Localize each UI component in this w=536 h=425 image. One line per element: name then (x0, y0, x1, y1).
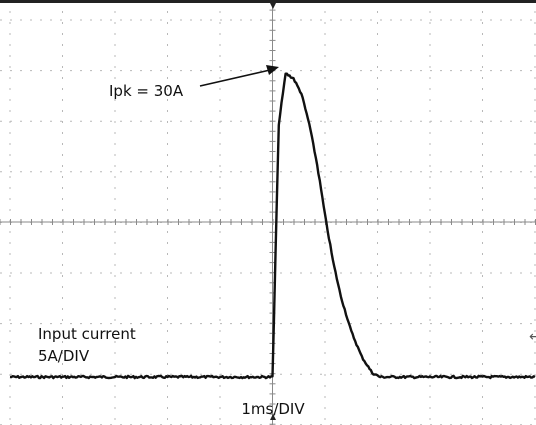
scale-label: 5A/DIV (38, 347, 90, 365)
ground-marker: ← (529, 329, 536, 345)
peak-arrow-line (199, 69, 271, 87)
current-trace (9, 72, 536, 380)
peak-arrow-head (266, 65, 279, 75)
channel-label: Input current (38, 325, 136, 343)
time-per-div-label: 1ms/DIV (241, 400, 305, 418)
trigger-marker-top (270, 3, 276, 9)
trigger-marker-bottom (270, 414, 276, 420)
peak-label: Ipk = 30A (109, 82, 184, 100)
